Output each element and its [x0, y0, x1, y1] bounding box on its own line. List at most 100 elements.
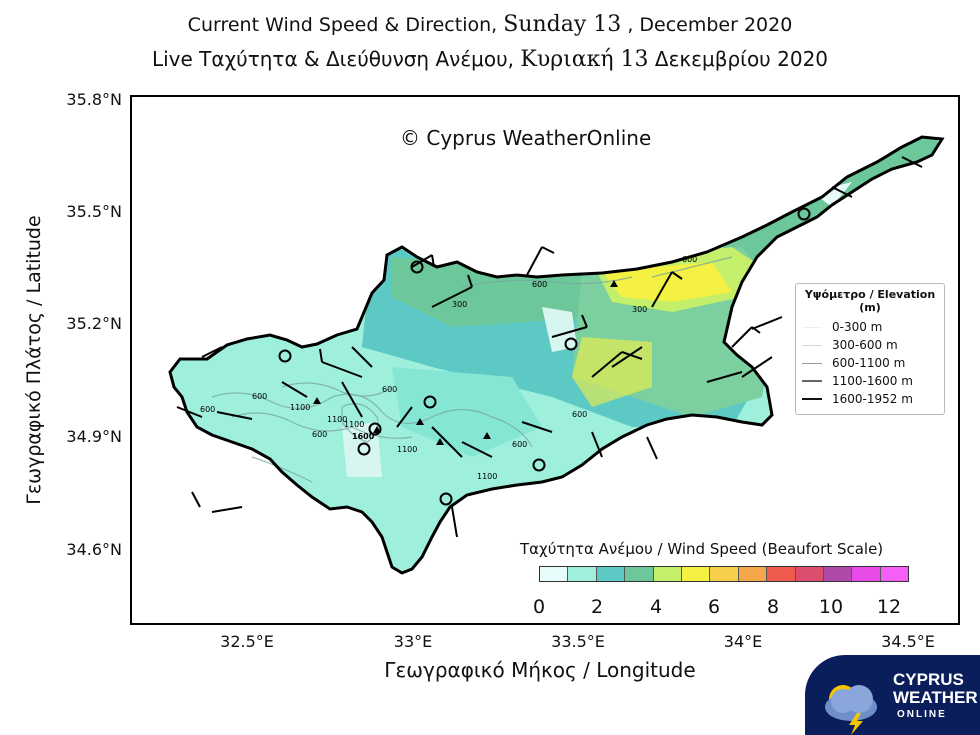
wind-barb [341, 381, 363, 418]
colorbar-segment [710, 567, 739, 581]
contour-label: 300 [632, 305, 647, 314]
colorbar-segment [738, 567, 768, 581]
contour-label: 600 [572, 410, 587, 419]
peak-marker [483, 432, 491, 439]
colorbar-segment [596, 567, 626, 581]
x-tick: 34.5°E [881, 632, 935, 651]
colorbar-tick: 12 [876, 596, 902, 618]
wind-barb [521, 421, 553, 433]
wind-barb [591, 351, 623, 378]
x-tick: 34°E [723, 632, 763, 651]
peak-marker [373, 426, 381, 433]
colorbar-tick: 6 [707, 596, 721, 618]
colorbar-tick: 2 [590, 596, 604, 618]
contour-label: 600 [200, 405, 215, 414]
contour-label: 1100 [397, 445, 417, 454]
colorbar-tick: 10 [818, 596, 844, 618]
wind-barb [741, 356, 773, 378]
legend-swatch [802, 362, 822, 364]
legend-row: 600-1100 m [802, 354, 938, 372]
wind-barb [396, 406, 413, 428]
contour-label: 600 [532, 280, 547, 289]
title-line-2: Live Ταχύτητα & Διεύθυνση Ανέμου, Κυριακ… [151, 47, 829, 72]
contour-label: 600 [252, 392, 267, 401]
wind-barb [281, 381, 308, 398]
x-tick: 32.5°E [220, 632, 274, 651]
colorbar-segment [681, 567, 711, 581]
x-tick: 33.5°E [551, 632, 605, 651]
logo-text-online: ONLINE [897, 709, 947, 720]
contour-labels: 600 600 1100 1600 1100 1100 600 600 1100… [200, 255, 697, 481]
logo-text-weather: WEATHER [893, 688, 978, 707]
logo-text-cyprus: CYPRUS [893, 670, 964, 689]
wind-barb [321, 361, 363, 378]
wind-barb [541, 246, 555, 254]
wind-barbs [176, 156, 923, 538]
legend-row: 1100-1600 m [802, 372, 938, 390]
y-tick: 35.2°N [66, 314, 122, 333]
y-tick: 35.8°N [66, 90, 122, 109]
wind-zone-1-center [542, 307, 577, 352]
wind-barb [461, 441, 493, 458]
legend-row: 0-300 m [802, 318, 938, 336]
title-line-1: Current Wind Speed & Direction, Sunday 1… [187, 12, 793, 37]
contour-line [281, 382, 393, 397]
station-marker [278, 349, 292, 363]
wind-barb [201, 346, 223, 358]
wind-barb [706, 371, 743, 383]
wind-barb [216, 411, 253, 420]
wind-barb [751, 316, 783, 330]
wind-barb [411, 254, 433, 268]
y-tick: 34.9°N [66, 427, 122, 446]
legend-swatch [802, 380, 822, 382]
map-plot-area: 600 600 1100 1600 1100 1100 600 600 1100… [130, 95, 960, 625]
colorbar-segment [767, 567, 796, 581]
station-marker [368, 422, 382, 436]
colorbar-tick: 4 [649, 596, 663, 618]
wind-barb [191, 491, 201, 508]
colorbar-segment [568, 567, 597, 581]
x-axis-label: Γεωγραφικό Μήκος / Longitude [384, 658, 696, 682]
wind-barb [319, 348, 323, 363]
station-marker [564, 337, 578, 351]
wind-barb [646, 436, 658, 460]
peak-markers [313, 280, 618, 445]
contour-label: 1600 [352, 432, 375, 441]
colorbar-segment [823, 567, 853, 581]
wind-zone-1-west [342, 422, 382, 477]
contour-line [651, 256, 733, 278]
legend-swatch [802, 326, 822, 328]
wind-barb [431, 426, 463, 458]
wind-barb [211, 506, 243, 513]
colorbar-segment [795, 567, 824, 581]
station-marker [439, 492, 453, 506]
y-tick: 34.6°N [66, 540, 122, 559]
wind-barb [176, 406, 203, 418]
contour-label: 1100 [327, 415, 347, 424]
wind-barb [901, 156, 923, 168]
cyprus-wind-map: 600 600 1100 1600 1100 1100 600 600 1100… [168, 135, 944, 575]
wind-barb [621, 351, 643, 360]
peak-marker [313, 397, 321, 404]
colorbar-tick: 8 [766, 596, 780, 618]
station-markers [278, 207, 811, 506]
station-marker [532, 458, 546, 472]
cyprus-weather-online-logo: CYPRUS WEATHER ONLINE [805, 655, 980, 735]
wind-speed-colorbar [539, 566, 909, 582]
wind-barb [831, 186, 853, 198]
wind-barb [731, 326, 753, 348]
colorbar-segment [540, 567, 569, 581]
legend-swatch [802, 344, 822, 346]
contour-line [461, 276, 633, 288]
wind-barb [451, 506, 458, 538]
wind-zone-2-troodos [392, 367, 542, 457]
wind-barb [651, 271, 673, 308]
elevation-contours [211, 256, 733, 483]
colorbar-tick: 0 [532, 596, 546, 618]
wind-barb [431, 254, 435, 268]
legend-row: 300-600 m [802, 336, 938, 354]
contour-label: 600 [512, 440, 527, 449]
wind-barb [551, 326, 588, 338]
elevation-legend-title: Υψόμετρο / Elevation (m) [804, 288, 936, 314]
wind-barb [431, 286, 473, 308]
